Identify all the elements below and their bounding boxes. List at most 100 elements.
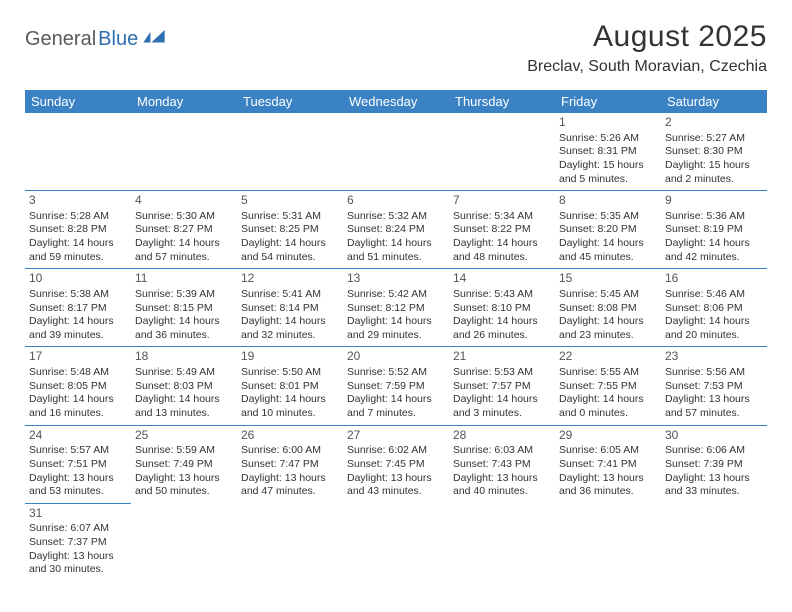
sunrise-line: Sunrise: 5:46 AM [665, 288, 763, 302]
sunset-line: Sunset: 8:03 PM [135, 380, 233, 394]
sunset-line: Sunset: 8:06 PM [665, 302, 763, 316]
daylight-line: Daylight: 13 hours and 57 minutes. [665, 393, 763, 420]
sunset-line: Sunset: 8:31 PM [559, 145, 657, 159]
sunset-line: Sunset: 8:27 PM [135, 223, 233, 237]
sunrise-line: Sunrise: 5:35 AM [559, 210, 657, 224]
day-number: 6 [347, 193, 445, 209]
sunrise-line: Sunrise: 5:49 AM [135, 366, 233, 380]
weekday-header: Wednesday [343, 90, 449, 113]
calendar-cell: 24Sunrise: 5:57 AMSunset: 7:51 PMDayligh… [25, 425, 131, 503]
daylight-line: Daylight: 14 hours and 36 minutes. [135, 315, 233, 342]
flag-icon [143, 30, 165, 46]
daylight-line: Daylight: 14 hours and 42 minutes. [665, 237, 763, 264]
calendar-cell [131, 503, 237, 581]
day-number: 23 [665, 349, 763, 365]
sunset-line: Sunset: 7:45 PM [347, 458, 445, 472]
weekday-header: Thursday [449, 90, 555, 113]
sunrise-line: Sunrise: 5:41 AM [241, 288, 339, 302]
day-number: 2 [665, 115, 763, 131]
sunset-line: Sunset: 8:20 PM [559, 223, 657, 237]
calendar-cell: 28Sunrise: 6:03 AMSunset: 7:43 PMDayligh… [449, 425, 555, 503]
calendar-cell [343, 503, 449, 581]
sunset-line: Sunset: 8:22 PM [453, 223, 551, 237]
sunset-line: Sunset: 8:28 PM [29, 223, 127, 237]
sunset-line: Sunset: 7:47 PM [241, 458, 339, 472]
sunset-line: Sunset: 8:30 PM [665, 145, 763, 159]
calendar-cell: 27Sunrise: 6:02 AMSunset: 7:45 PMDayligh… [343, 425, 449, 503]
calendar-cell [343, 113, 449, 191]
day-number: 27 [347, 428, 445, 444]
calendar-cell: 21Sunrise: 5:53 AMSunset: 7:57 PMDayligh… [449, 347, 555, 425]
day-number: 17 [29, 349, 127, 365]
weekday-header: Sunday [25, 90, 131, 113]
daylight-line: Daylight: 15 hours and 2 minutes. [665, 159, 763, 186]
calendar-cell [237, 113, 343, 191]
sunset-line: Sunset: 8:19 PM [665, 223, 763, 237]
location-subtitle: Breclav, South Moravian, Czechia [527, 58, 767, 76]
calendar-cell: 5Sunrise: 5:31 AMSunset: 8:25 PMDaylight… [237, 191, 343, 269]
daylight-line: Daylight: 14 hours and 57 minutes. [135, 237, 233, 264]
calendar-cell: 6Sunrise: 5:32 AMSunset: 8:24 PMDaylight… [343, 191, 449, 269]
calendar-table: SundayMondayTuesdayWednesdayThursdayFrid… [25, 90, 767, 581]
calendar-cell: 9Sunrise: 5:36 AMSunset: 8:19 PMDaylight… [661, 191, 767, 269]
calendar-cell [555, 503, 661, 581]
sunrise-line: Sunrise: 6:02 AM [347, 444, 445, 458]
sunrise-line: Sunrise: 5:45 AM [559, 288, 657, 302]
day-number: 14 [453, 271, 551, 287]
daylight-line: Daylight: 14 hours and 20 minutes. [665, 315, 763, 342]
sunrise-line: Sunrise: 5:57 AM [29, 444, 127, 458]
weekday-header: Friday [555, 90, 661, 113]
sunset-line: Sunset: 7:39 PM [665, 458, 763, 472]
calendar-cell: 14Sunrise: 5:43 AMSunset: 8:10 PMDayligh… [449, 269, 555, 347]
calendar-cell: 16Sunrise: 5:46 AMSunset: 8:06 PMDayligh… [661, 269, 767, 347]
day-number: 12 [241, 271, 339, 287]
calendar-cell [131, 113, 237, 191]
daylight-line: Daylight: 14 hours and 3 minutes. [453, 393, 551, 420]
brand-logo: General Blue [25, 28, 165, 51]
sunrise-line: Sunrise: 5:48 AM [29, 366, 127, 380]
calendar-cell: 30Sunrise: 6:06 AMSunset: 7:39 PMDayligh… [661, 425, 767, 503]
calendar-cell [237, 503, 343, 581]
daylight-line: Daylight: 13 hours and 50 minutes. [135, 472, 233, 499]
day-number: 4 [135, 193, 233, 209]
daylight-line: Daylight: 14 hours and 23 minutes. [559, 315, 657, 342]
sunrise-line: Sunrise: 6:05 AM [559, 444, 657, 458]
sunrise-line: Sunrise: 5:30 AM [135, 210, 233, 224]
calendar-cell [25, 113, 131, 191]
calendar-cell: 12Sunrise: 5:41 AMSunset: 8:14 PMDayligh… [237, 269, 343, 347]
calendar-cell: 29Sunrise: 6:05 AMSunset: 7:41 PMDayligh… [555, 425, 661, 503]
calendar-cell: 8Sunrise: 5:35 AMSunset: 8:20 PMDaylight… [555, 191, 661, 269]
day-number: 5 [241, 193, 339, 209]
calendar-cell: 31Sunrise: 6:07 AMSunset: 7:37 PMDayligh… [25, 503, 131, 581]
daylight-line: Daylight: 14 hours and 59 minutes. [29, 237, 127, 264]
day-number: 29 [559, 428, 657, 444]
sunset-line: Sunset: 7:57 PM [453, 380, 551, 394]
calendar-cell: 15Sunrise: 5:45 AMSunset: 8:08 PMDayligh… [555, 269, 661, 347]
calendar-cell: 23Sunrise: 5:56 AMSunset: 7:53 PMDayligh… [661, 347, 767, 425]
sunrise-line: Sunrise: 5:56 AM [665, 366, 763, 380]
sunrise-line: Sunrise: 6:03 AM [453, 444, 551, 458]
sunset-line: Sunset: 7:53 PM [665, 380, 763, 394]
daylight-line: Daylight: 14 hours and 26 minutes. [453, 315, 551, 342]
daylight-line: Daylight: 14 hours and 7 minutes. [347, 393, 445, 420]
sunrise-line: Sunrise: 5:55 AM [559, 366, 657, 380]
calendar-cell: 20Sunrise: 5:52 AMSunset: 7:59 PMDayligh… [343, 347, 449, 425]
day-number: 9 [665, 193, 763, 209]
day-number: 22 [559, 349, 657, 365]
day-number: 10 [29, 271, 127, 287]
calendar-cell: 10Sunrise: 5:38 AMSunset: 8:17 PMDayligh… [25, 269, 131, 347]
sunrise-line: Sunrise: 5:38 AM [29, 288, 127, 302]
sunset-line: Sunset: 8:01 PM [241, 380, 339, 394]
day-number: 11 [135, 271, 233, 287]
daylight-line: Daylight: 15 hours and 5 minutes. [559, 159, 657, 186]
day-number: 20 [347, 349, 445, 365]
day-number: 25 [135, 428, 233, 444]
sunset-line: Sunset: 7:49 PM [135, 458, 233, 472]
sunrise-line: Sunrise: 6:07 AM [29, 522, 127, 536]
sunset-line: Sunset: 7:51 PM [29, 458, 127, 472]
sunrise-line: Sunrise: 6:06 AM [665, 444, 763, 458]
day-number: 15 [559, 271, 657, 287]
sunset-line: Sunset: 8:12 PM [347, 302, 445, 316]
brand-part2: Blue [98, 28, 138, 51]
sunrise-line: Sunrise: 5:28 AM [29, 210, 127, 224]
